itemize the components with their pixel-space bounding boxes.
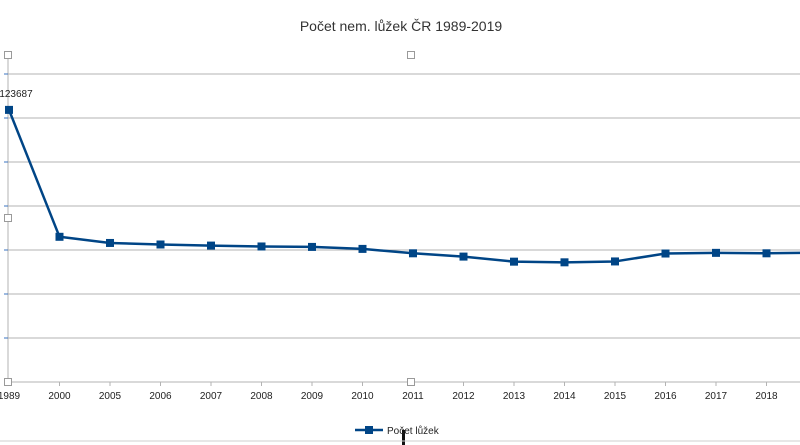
series-layer [5, 105, 800, 267]
data-point-marker [358, 244, 367, 253]
selection-handle-bar[interactable] [402, 430, 405, 445]
x-tick-label: 2015 [604, 391, 627, 402]
data-labels: 123687 [0, 89, 33, 100]
data-point-marker [207, 241, 215, 250]
x-axis-tick-labels: 1989 2000 2005 2006 2007 2008 2009 2010 2011 2012… [0, 382, 778, 402]
x-tick-label: 2018 [755, 391, 778, 402]
selection-handles[interactable] [0, 51, 800, 445]
x-tick-label: 2006 [149, 391, 172, 402]
x-tick-label: 2009 [301, 391, 324, 402]
x-tick-label: 2011 [402, 391, 424, 402]
legend-label: Počet lůžek [387, 425, 440, 437]
data-point-marker [459, 252, 468, 261]
series-line [7, 109, 800, 264]
selection-handle[interactable] [407, 51, 415, 59]
x-tick-label: 2016 [654, 391, 677, 402]
data-point-marker [409, 249, 417, 258]
data-point-marker [106, 238, 114, 247]
selection-handle[interactable] [4, 51, 12, 59]
selection-handle[interactable] [407, 378, 415, 386]
x-tick-label: 2012 [452, 391, 475, 402]
x-tick-label: 2013 [503, 391, 526, 402]
data-point-marker [661, 249, 670, 258]
gridlines [8, 73, 800, 383]
x-tick-label: 2017 [705, 391, 728, 402]
chart-title: Počet nem. lůžek ČR 1989-2019 [300, 18, 503, 34]
x-tick-label: 2014 [553, 391, 576, 402]
data-point-marker [308, 242, 316, 251]
data-point-marker [560, 258, 569, 267]
x-tick-label: 2010 [351, 391, 374, 402]
legend: Počet lůžek [355, 425, 440, 437]
data-point-marker [5, 105, 13, 114]
x-tick-label: 1989 [0, 391, 21, 402]
x-tick-label: 2000 [48, 391, 71, 402]
axes [4, 52, 800, 383]
legend-marker-swatch [365, 426, 373, 434]
x-tick-label: 2008 [250, 391, 273, 402]
x-tick-label: 2005 [99, 391, 122, 402]
data-point-marker [55, 232, 64, 241]
data-point-marker [712, 248, 720, 257]
data-point-marker [611, 257, 619, 266]
data-label: 123687 [0, 89, 33, 100]
data-point-marker [156, 240, 165, 249]
data-point-marker [762, 249, 771, 258]
data-point-marker [257, 242, 266, 251]
selection-handle[interactable] [4, 378, 12, 386]
data-point-marker [510, 257, 518, 266]
x-tick-label: 2007 [200, 391, 223, 402]
selection-handle[interactable] [4, 214, 12, 222]
